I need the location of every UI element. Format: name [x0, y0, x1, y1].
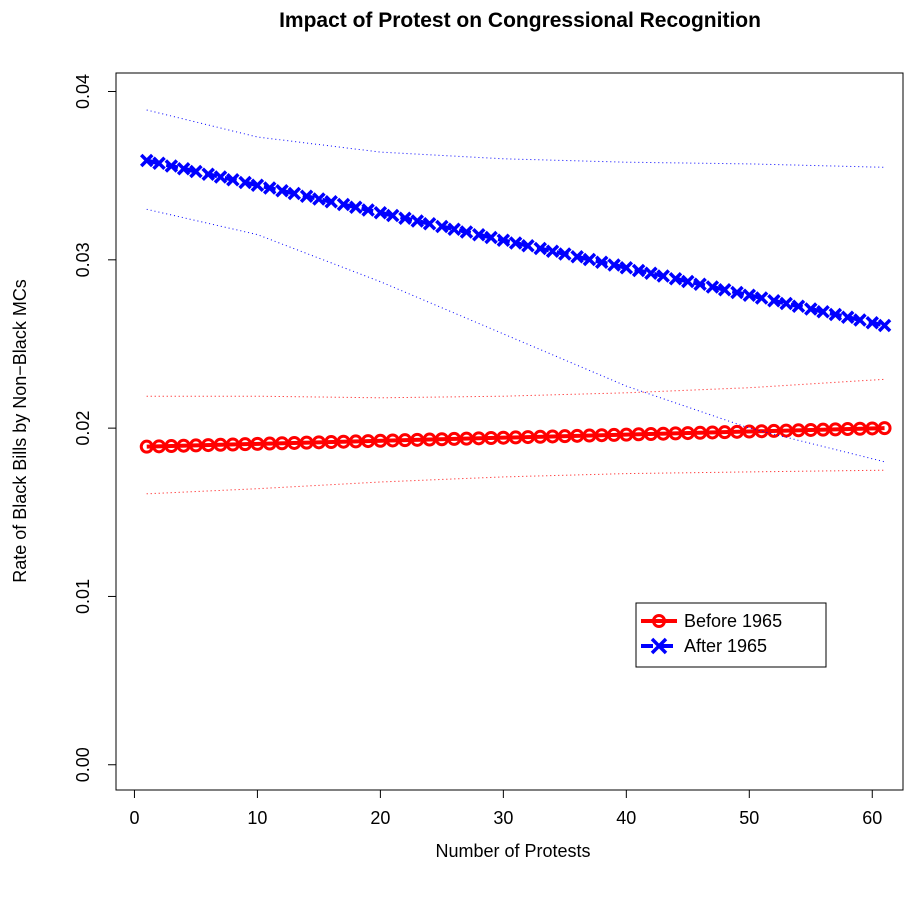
series-after-1965-point [312, 192, 326, 206]
series-after-1965-point [644, 266, 658, 280]
series-after-1965-point [693, 277, 707, 291]
series-before-1965-upper-ci [146, 378, 885, 399]
x-tick-label-3: 30 [493, 808, 513, 828]
series-after-1965-point [594, 255, 609, 269]
y-tick-label-1: 0.01 [73, 579, 93, 614]
series-after-1965-point [853, 313, 867, 327]
legend-after-1965-label: After 1965 [684, 636, 767, 656]
series-after-1965-point [422, 217, 437, 231]
series-after-1965-point [767, 293, 781, 308]
series-after-1965-point [324, 195, 338, 209]
x-tick-label-5: 50 [739, 808, 759, 828]
series-after-1965-point [705, 280, 720, 294]
series-after-1965-point [607, 258, 621, 272]
series-after-1965-point [275, 184, 289, 198]
series-after-1965-point [373, 206, 388, 220]
series-after-1965-point [472, 228, 486, 242]
series-after-1965-point [484, 230, 498, 245]
series-after-1965-point [877, 318, 892, 333]
x-tick-label-4: 40 [616, 808, 636, 828]
series-after-1965-point [299, 189, 314, 203]
series-after-1965-point [262, 181, 277, 195]
series-after-1965-point [447, 222, 461, 236]
y-axis-label: Rate of Black Bills by Non−Black MCs [10, 279, 30, 583]
series-after-1965-point [865, 315, 879, 330]
plot-frame [115, 72, 904, 791]
series-after-1965-point [238, 175, 252, 190]
series-after-1965-point [410, 214, 425, 228]
series-before-1965-point [877, 421, 892, 436]
plot-region [139, 109, 892, 495]
series-after-1965-point [250, 178, 265, 193]
series-after-1965-point [570, 250, 584, 264]
series-after-1965-point [582, 252, 597, 267]
y-tick-label-0: 0.00 [73, 747, 93, 782]
series-after-1965-point [459, 225, 474, 239]
series-after-1965-point [385, 208, 400, 223]
series-after-1965-point [791, 299, 806, 313]
series-after-1965-point [176, 162, 191, 176]
series-after-1965-point [545, 244, 560, 258]
series-after-1965-point [336, 197, 351, 212]
legend-box [635, 602, 827, 668]
series-after-1965-point [730, 285, 744, 300]
series-after-1965-point [508, 236, 523, 250]
y-tick-label-2: 0.02 [73, 411, 93, 446]
series-after-1965 [140, 109, 892, 463]
series-after-1965-point [213, 170, 228, 184]
series-after-1965-point [521, 239, 535, 253]
series-after-1965-point [435, 219, 449, 234]
x-tick-label-6: 60 [862, 808, 882, 828]
series-after-1965-point [742, 288, 757, 302]
y-tick-label-4: 0.04 [73, 74, 93, 109]
series-before-1965-line [146, 426, 885, 449]
series-after-1965-point [496, 233, 511, 247]
series-after-1965-point [631, 263, 646, 278]
series-after-1965-point [189, 164, 203, 179]
x-axis-label: Number of Protests [435, 841, 590, 861]
legend-before-1965-marker [652, 614, 666, 628]
series-after-1965-point [840, 310, 855, 324]
legend-after-1965-marker [650, 637, 668, 655]
series-after-1965-point [226, 173, 240, 187]
series-after-1965-point [349, 200, 363, 214]
series-after-1965-point [201, 167, 215, 182]
x-axis: 0 10 20 30 40 50 60 [129, 790, 882, 828]
series-after-1965-point [656, 269, 670, 283]
series-after-1965-point [668, 271, 683, 286]
y-tick-label-3: 0.03 [73, 242, 93, 277]
series-after-1965-point [164, 159, 179, 173]
y-axis: 0.00 0.01 0.02 0.03 0.04 [73, 74, 116, 782]
series-after-1965-point [779, 296, 793, 311]
x-tick-label-2: 20 [370, 808, 390, 828]
legend-before-1965-label: Before 1965 [684, 611, 782, 631]
series-after-1965-point [717, 282, 732, 297]
series-after-1965-point [533, 241, 547, 256]
series-after-1965-point [828, 307, 843, 322]
series-after-1965-point [558, 247, 572, 261]
series-after-1965-point [361, 203, 375, 217]
series-after-1965-point [681, 274, 695, 289]
series-after-1965-point [816, 304, 830, 319]
series-after-1965-point [287, 186, 302, 201]
series-after-1965-point [152, 156, 166, 171]
series-after-1965-point [140, 153, 154, 168]
series-after-1965-point [754, 291, 769, 305]
series-before-1965 [139, 378, 892, 495]
series-after-1965-point [398, 211, 412, 225]
series-after-1965-point [804, 302, 818, 316]
x-tick-label-0: 0 [129, 808, 139, 828]
legend: Before 1965 After 1965 [635, 602, 827, 668]
series-after-1965-point [619, 260, 634, 275]
x-tick-label-1: 10 [247, 808, 267, 828]
chart-title: Impact of Protest on Congressional Recog… [279, 9, 761, 32]
